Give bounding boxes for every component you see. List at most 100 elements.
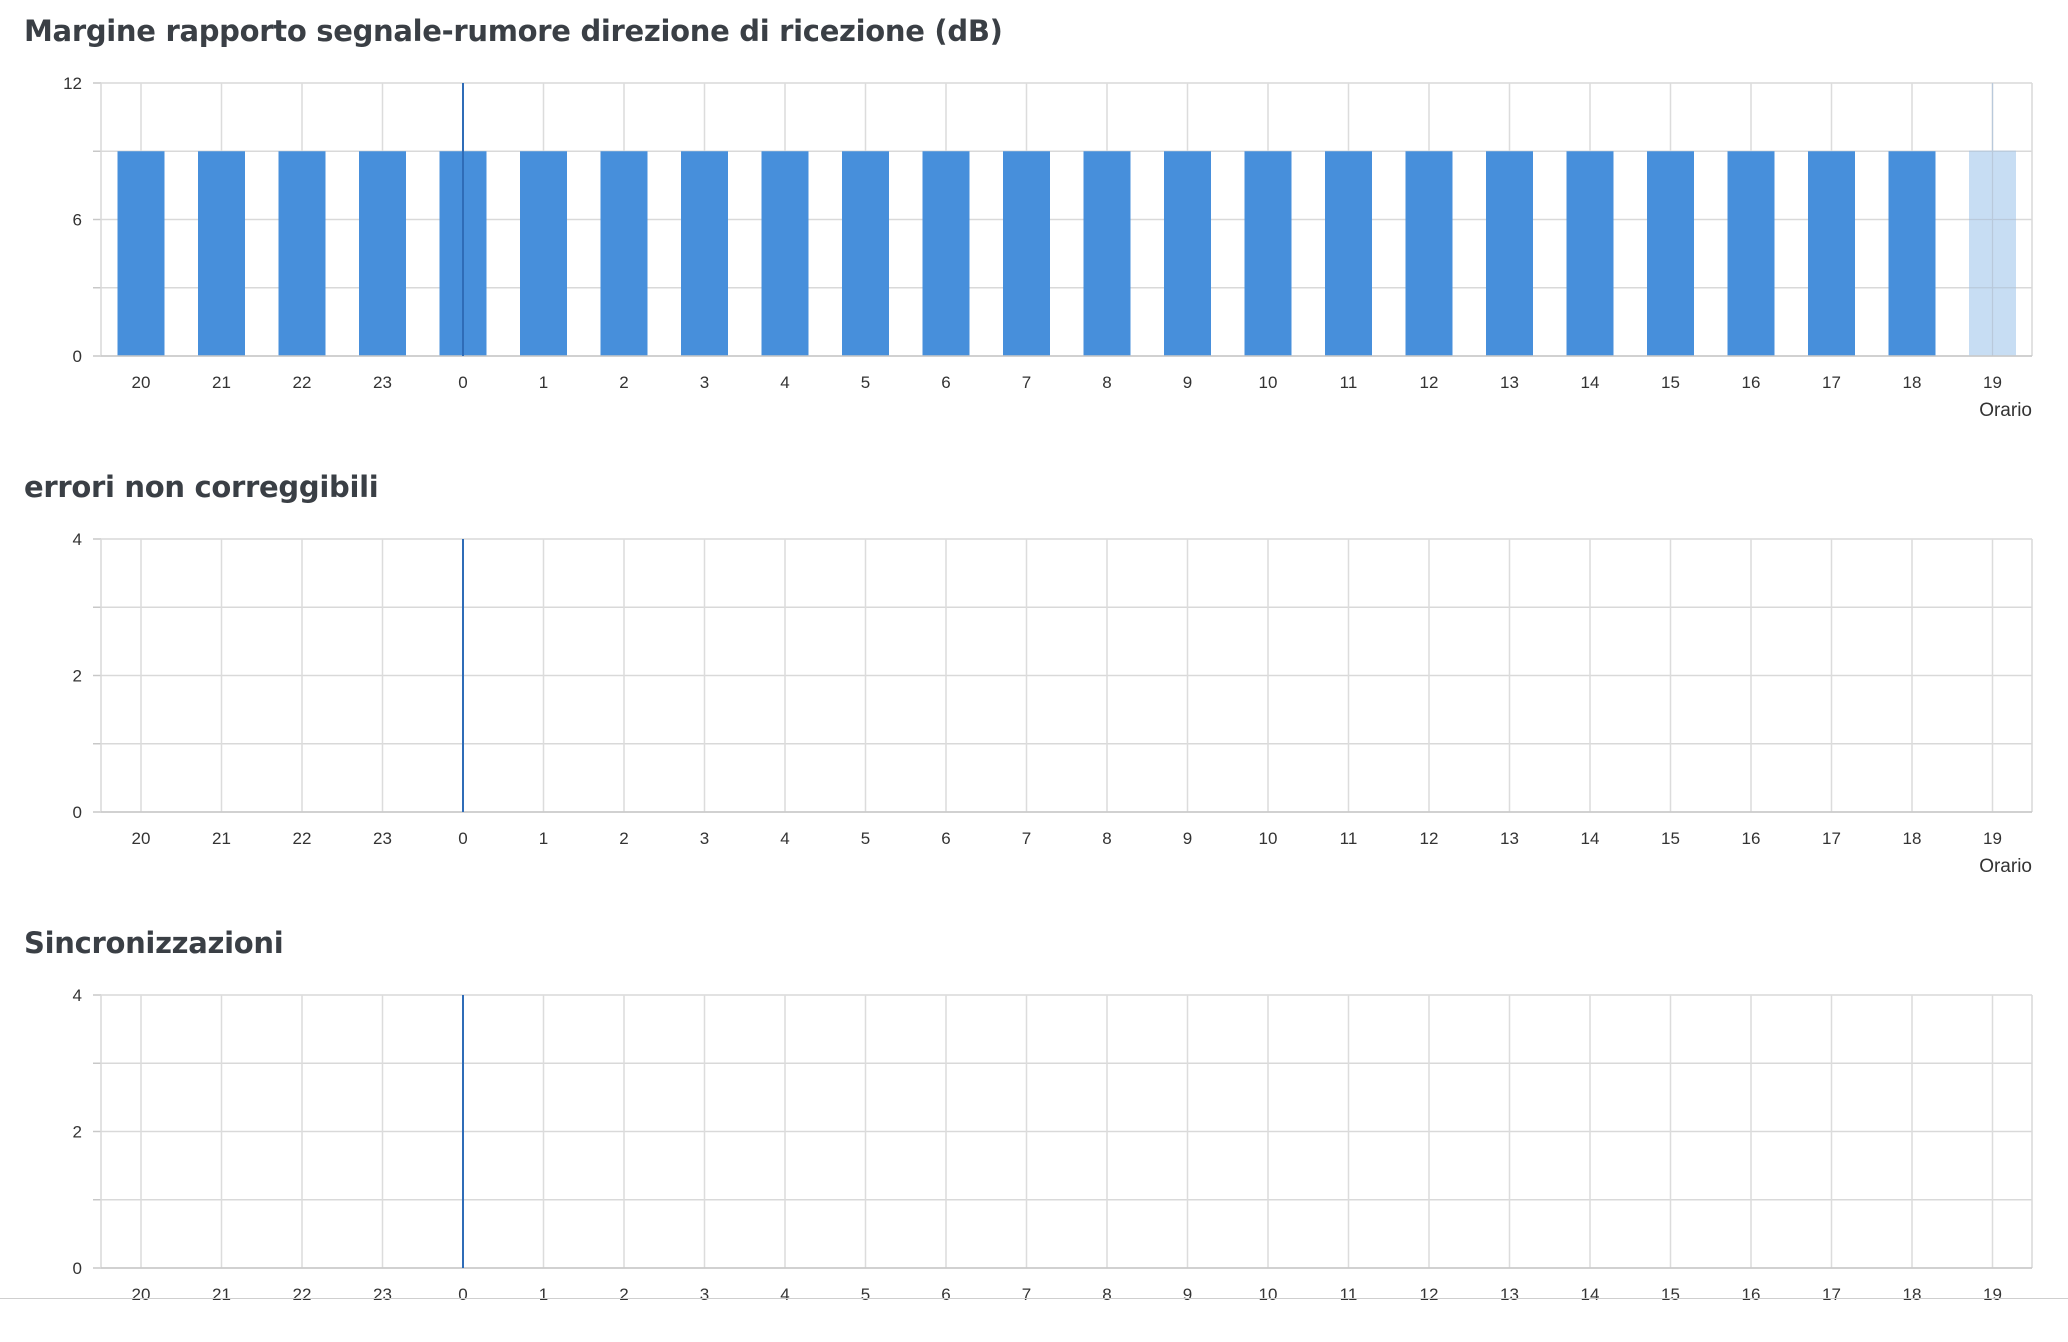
bar — [1405, 151, 1453, 356]
x-tick-label: 5 — [861, 373, 870, 392]
x-tick-label: 10 — [1259, 829, 1278, 848]
x-axis-title: Orario — [1979, 856, 2032, 877]
bar — [1244, 151, 1292, 356]
bar — [520, 151, 567, 356]
x-tick-label: 18 — [1903, 373, 1922, 392]
y-tick-label: 4 — [73, 530, 82, 549]
bottom-divider — [0, 1298, 2068, 1299]
x-tick-label: 4 — [780, 373, 789, 392]
x-tick-label: 21 — [212, 373, 231, 392]
x-tick-label: 5 — [861, 829, 870, 848]
x-tick-label: 21 — [212, 829, 231, 848]
x-tick-label: 23 — [373, 373, 392, 392]
x-tick-label: 15 — [1661, 829, 1680, 848]
x-tick-label: 9 — [1183, 1285, 1192, 1304]
bar — [278, 151, 326, 356]
bar — [922, 151, 970, 356]
bar — [1647, 151, 1694, 356]
x-tick-label: 6 — [941, 373, 950, 392]
x-tick-label: 14 — [1581, 829, 1600, 848]
bar — [1727, 151, 1775, 356]
x-tick-label: 14 — [1581, 1285, 1600, 1304]
x-tick-label: 8 — [1102, 829, 1111, 848]
bar — [600, 151, 648, 356]
y-tick-label: 0 — [73, 1259, 82, 1278]
x-tick-label: 19 — [1983, 373, 2002, 392]
x-tick-label: 12 — [1420, 373, 1439, 392]
x-tick-label: 5 — [861, 1285, 870, 1304]
y-tick-label: 12 — [63, 74, 82, 93]
x-tick-label: 1 — [539, 1285, 548, 1304]
bar — [1888, 151, 1936, 356]
chart-title: errori non correggibili — [24, 470, 379, 504]
bar — [761, 151, 809, 356]
x-tick-label: 18 — [1903, 1285, 1922, 1304]
x-tick-label: 22 — [293, 373, 312, 392]
x-tick-label: 23 — [373, 829, 392, 848]
x-tick-label: 3 — [700, 829, 709, 848]
x-tick-label: 7 — [1022, 373, 1031, 392]
x-tick-label: 9 — [1183, 373, 1192, 392]
bar — [1003, 151, 1050, 356]
x-tick-label: 20 — [132, 373, 151, 392]
x-tick-label: 8 — [1102, 1285, 1111, 1304]
chart-title: Sincronizzazioni — [24, 926, 284, 960]
x-tick-label: 19 — [1983, 1285, 2002, 1304]
y-tick-label: 2 — [73, 667, 82, 686]
x-tick-label: 9 — [1183, 829, 1192, 848]
y-tick-label: 4 — [73, 986, 82, 1005]
bar — [1164, 151, 1211, 356]
x-tick-label: 12 — [1420, 829, 1439, 848]
y-tick-label: 6 — [73, 211, 82, 230]
bar — [681, 151, 728, 356]
x-tick-label: 12 — [1420, 1285, 1439, 1304]
x-tick-label: 11 — [1340, 373, 1358, 392]
x-tick-label: 1 — [539, 373, 548, 392]
x-tick-label: 19 — [1983, 829, 2002, 848]
bar — [1083, 151, 1131, 356]
x-tick-label: 15 — [1661, 373, 1680, 392]
x-tick-label: 7 — [1022, 1285, 1031, 1304]
x-tick-label: 17 — [1822, 1285, 1841, 1304]
x-tick-label: 21 — [212, 1285, 231, 1304]
bar — [842, 151, 889, 356]
x-tick-label: 23 — [373, 1285, 392, 1304]
bar — [117, 151, 165, 356]
x-tick-label: 13 — [1500, 1285, 1519, 1304]
x-tick-label: 16 — [1742, 1285, 1761, 1304]
x-tick-label: 20 — [132, 829, 151, 848]
x-tick-label: 17 — [1822, 829, 1841, 848]
x-tick-label: 11 — [1340, 1285, 1358, 1304]
x-axis-title: Orario — [1979, 400, 2032, 421]
x-tick-label: 13 — [1500, 829, 1519, 848]
x-tick-label: 17 — [1822, 373, 1841, 392]
x-tick-label: 0 — [458, 373, 467, 392]
x-tick-label: 13 — [1500, 373, 1519, 392]
x-tick-label: 2 — [619, 1285, 628, 1304]
x-tick-label: 2 — [619, 373, 628, 392]
y-tick-label: 2 — [73, 1123, 82, 1142]
x-tick-label: 2 — [619, 829, 628, 848]
x-tick-label: 14 — [1581, 373, 1600, 392]
y-tick-label: 0 — [73, 803, 82, 822]
x-tick-label: 3 — [700, 373, 709, 392]
bar — [1808, 151, 1855, 356]
x-tick-label: 7 — [1022, 829, 1031, 848]
x-tick-label: 20 — [132, 1285, 151, 1304]
x-tick-label: 10 — [1259, 1285, 1278, 1304]
x-tick-label: 15 — [1661, 1285, 1680, 1304]
x-tick-label: 4 — [780, 829, 789, 848]
x-tick-label: 22 — [293, 1285, 312, 1304]
x-tick-label: 0 — [458, 1285, 467, 1304]
x-tick-label: 11 — [1340, 829, 1358, 848]
y-tick-label: 0 — [73, 347, 82, 366]
bar — [198, 151, 245, 356]
x-tick-label: 1 — [539, 829, 548, 848]
x-tick-label: 16 — [1742, 829, 1761, 848]
x-tick-label: 16 — [1742, 373, 1761, 392]
chart-title: Margine rapporto segnale-rumore direzion… — [24, 14, 1003, 48]
bar — [359, 151, 406, 356]
